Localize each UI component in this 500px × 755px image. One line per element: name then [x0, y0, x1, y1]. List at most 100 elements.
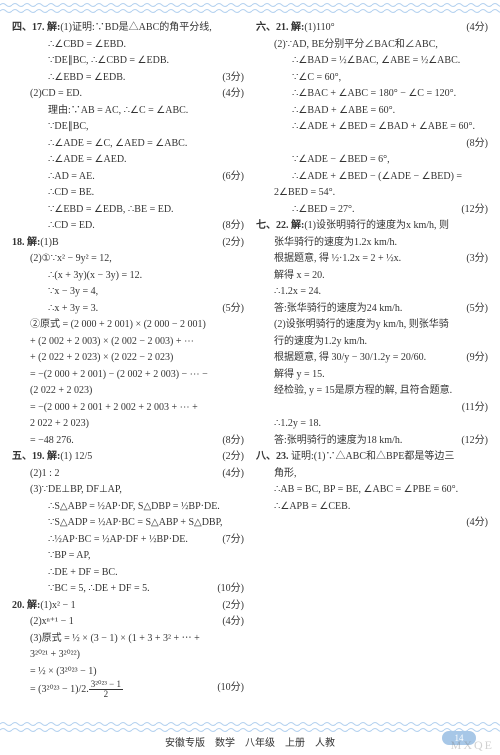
answer-line: ∴CD = ED.(8分): [12, 218, 244, 235]
answer-line: ∴∠EBD = ∠EDB.(3分): [12, 70, 244, 87]
score-annotation: (12分): [461, 433, 488, 450]
score-annotation: (2分): [222, 449, 244, 466]
answer-line: 解得 x = 20.: [256, 268, 488, 285]
answer-line: (2)设张明骑行的速度为y km/h, 则张华骑: [256, 317, 488, 334]
answer-line: 20. 解:(1)x² − 1(2分): [12, 598, 244, 615]
answer-line: 根据题意, 得 30/y − 30/1.2y = 20/60.(9分): [256, 350, 488, 367]
answer-line: 六、21. 解:(1)110°(4分): [256, 20, 488, 37]
answer-line: 答:张明骑行的速度为18 km/h.(12分): [256, 433, 488, 450]
score-annotation: (6分): [222, 169, 244, 186]
score-annotation: (3分): [466, 251, 488, 268]
score-annotation: (4分): [466, 515, 488, 532]
answer-line: ∴x + 3y = 3.(5分): [12, 301, 244, 318]
decorative-wave-top-2: [0, 8, 500, 14]
answer-line: ∴1.2y = 18.: [256, 416, 488, 433]
answer-line: (2)∵AD, BE分别平分∠BAC和∠ABC,: [256, 37, 488, 54]
answer-line: ∴∠ADE + ∠BED = ∠BAD + ∠ABE = 60°.: [256, 119, 488, 136]
answer-line: 角形,: [256, 466, 488, 483]
answer-line: (8分): [256, 136, 488, 153]
answer-line: 经检验, y = 15是原方程的解, 且符合题意.: [256, 383, 488, 400]
footer-text: 安徽专版 数学 八年级 上册 人教: [165, 738, 335, 749]
answer-line: ∴∠APB = ∠CEB.: [256, 499, 488, 516]
score-annotation: (8分): [222, 433, 244, 450]
answer-line: ∴∠BED = 27°.(12分): [256, 202, 488, 219]
score-annotation: (12分): [461, 202, 488, 219]
score-annotation: (4分): [222, 86, 244, 103]
answer-line: ∵DE∥BC, ∴∠CBD = ∠EDB.: [12, 53, 244, 70]
answer-line: ∴∠BAC + ∠ABC = 180° − ∠C = 120°.: [256, 86, 488, 103]
answer-line: 七、22. 解:(1)设张明骑行的速度为x km/h, 则: [256, 218, 488, 235]
answer-line: (2)1 : 2(4分): [12, 466, 244, 483]
answer-line: ∴CD = BE.: [12, 185, 244, 202]
score-annotation: (4分): [222, 614, 244, 631]
answer-line: ∵∠EBD = ∠EDB, ∴BE = ED.: [12, 202, 244, 219]
answer-line: (11分): [256, 400, 488, 417]
score-annotation: (8分): [466, 136, 488, 153]
answer-line: 五、19. 解:(1) 12/5(2分): [12, 449, 244, 466]
answer-line: ∴∠ADE = ∠AED.: [12, 152, 244, 169]
answer-line: (4分): [256, 515, 488, 532]
answer-line: ∴(x + 3y)(x − 3y) = 12.: [12, 268, 244, 285]
answer-line: 根据题意, 得 ½·1.2x = 2 + ½x.(3分): [256, 251, 488, 268]
answer-line: 2∠BED = 54°.: [256, 185, 488, 202]
answer-line: + (2 022 + 2 023) × (2 022 − 2 023): [12, 350, 244, 367]
watermark: MXQE: [451, 738, 494, 753]
answer-line: (2)xⁿ⁺¹ − 1(4分): [12, 614, 244, 631]
answer-line: 3²⁰²¹ + 3²⁰²²): [12, 647, 244, 664]
answer-line: ②原式 = (2 000 + 2 001) × (2 000 − 2 001): [12, 317, 244, 334]
answer-line: 理由:∵AB = AC, ∴∠C = ∠ABC.: [12, 103, 244, 120]
score-annotation: (9分): [466, 350, 488, 367]
score-annotation: (7分): [222, 532, 244, 549]
score-annotation: (10分): [217, 581, 244, 598]
answer-line: ∴AD = AE.(6分): [12, 169, 244, 186]
answer-content: 四、17. 解:(1)证明:∵BD是△ABC的角平分线,∴∠CBD = ∠EBD…: [12, 20, 488, 715]
answer-line: = −(2 000 + 2 001 + 2 002 + 2 003 + ⋯ +: [12, 400, 244, 417]
answer-line: ∴DE + DF = BC.: [12, 565, 244, 582]
answer-line: ∴AB = BC, BP = BE, ∠ABC = ∠PBE = 60°.: [256, 482, 488, 499]
answer-line: 行的速度为1.2y km/h.: [256, 334, 488, 351]
answer-line: ∴∠BAD = ½∠BAC, ∠ABE = ½∠ABC.: [256, 53, 488, 70]
answer-line: 四、17. 解:(1)证明:∵BD是△ABC的角平分线,: [12, 20, 244, 37]
score-annotation: (2分): [222, 235, 244, 252]
answer-line: ∴∠BAD + ∠ABE = 60°.: [256, 103, 488, 120]
answer-line: 答:张华骑行的速度为24 km/h.(5分): [256, 301, 488, 318]
answer-line: ∴S△ABP = ½AP·DF, S△DBP = ½BP·DE.: [12, 499, 244, 516]
score-annotation: (5分): [466, 301, 488, 318]
score-annotation: (8分): [222, 218, 244, 235]
answer-line: ∵DE∥BC,: [12, 119, 244, 136]
answer-line: (2)①∵x² − 9y² = 12,: [12, 251, 244, 268]
answer-line: (3)原式 = ½ × (3 − 1) × (1 + 3 + 3² + ⋯ +: [12, 631, 244, 648]
answer-line: ∴∠ADE = ∠C, ∠AED = ∠ABC.: [12, 136, 244, 153]
answer-line: (2)CD = ED.(4分): [12, 86, 244, 103]
decorative-wave-bottom-2: [0, 727, 500, 733]
score-annotation: (4分): [466, 20, 488, 37]
answer-line: (3)∵DE⊥BP, DF⊥AP,: [12, 482, 244, 499]
answer-line: ∵∠ADE − ∠BED = 6°,: [256, 152, 488, 169]
answer-line: ∵∠C = 60°,: [256, 70, 488, 87]
answer-line: (2 022 + 2 023): [12, 383, 244, 400]
answer-line: ∵x − 3y = 4,: [12, 284, 244, 301]
score-annotation: (2分): [222, 598, 244, 615]
page-footer: 安徽专版 数学 八年级 上册 人教 14: [0, 734, 500, 749]
score-annotation: (3分): [222, 70, 244, 87]
answer-line: 八、23. 证明:(1)∵△ABC和△BPE都是等边三: [256, 449, 488, 466]
answer-line: + (2 002 + 2 003) × (2 002 − 2 003) + ⋯: [12, 334, 244, 351]
answer-line: ∴∠CBD = ∠EBD.: [12, 37, 244, 54]
answer-line: 2 022 + 2 023): [12, 416, 244, 433]
answer-line: = (3²⁰²³ − 1)/2.3²⁰²³ − 12(10分): [12, 680, 244, 699]
score-annotation: (5分): [222, 301, 244, 318]
answer-line: = ½ × (3²⁰²³ − 1): [12, 664, 244, 681]
answer-line: ∵S△ADP = ½AP·BC = S△ABP + S△DBP,: [12, 515, 244, 532]
score-annotation: (4分): [222, 466, 244, 483]
answer-line: ∴∠ADE + ∠BED − (∠ADE − ∠BED) =: [256, 169, 488, 186]
answer-line: ∵BC = 5, ∴DE + DF = 5.(10分): [12, 581, 244, 598]
answer-line: 张华骑行的速度为1.2x km/h.: [256, 235, 488, 252]
answer-line: = −48 276.(8分): [12, 433, 244, 450]
answer-line: 解得 y = 15.: [256, 367, 488, 384]
answer-line: 18. 解:(1)B(2分): [12, 235, 244, 252]
score-annotation: (11分): [462, 400, 488, 417]
answer-line: = −(2 000 + 2 001) − (2 002 + 2 003) − ⋯…: [12, 367, 244, 384]
score-annotation: (10分): [217, 680, 244, 697]
answer-line: ∴½AP·BC = ½AP·DF + ½BP·DE. (7分): [12, 532, 244, 549]
answer-line: ∴1.2x = 24.: [256, 284, 488, 301]
